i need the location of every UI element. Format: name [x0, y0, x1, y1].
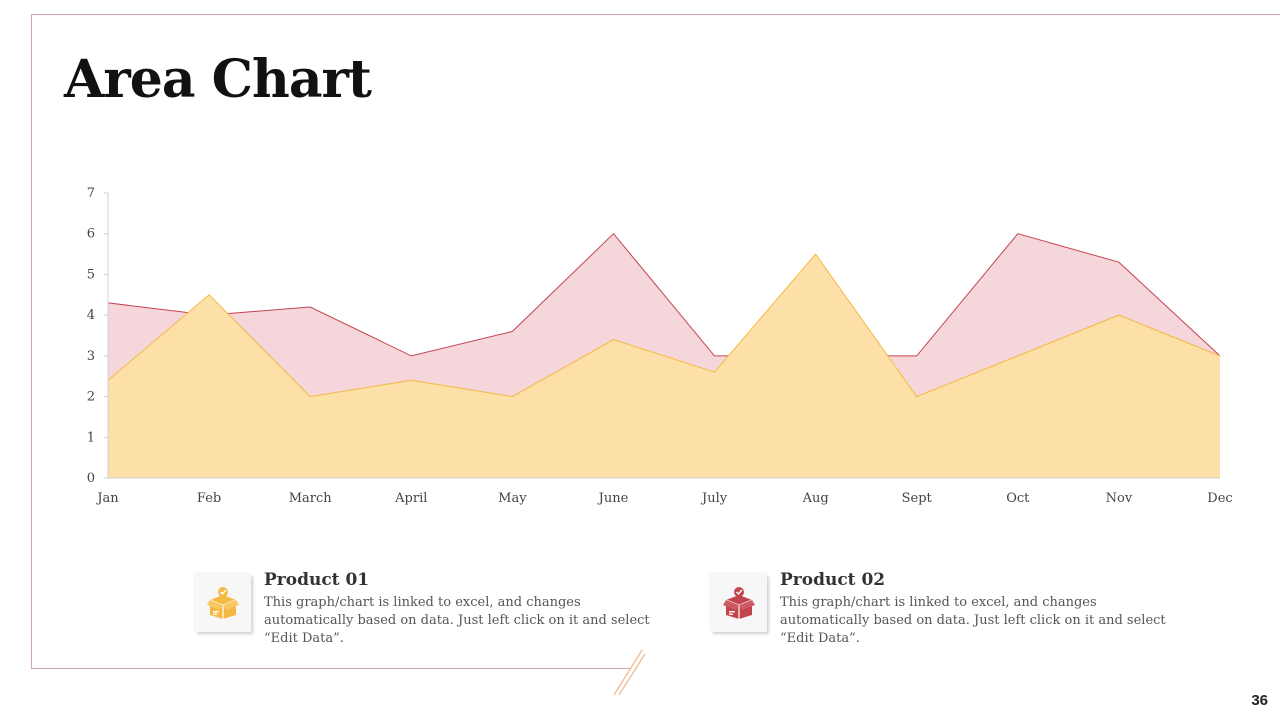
legend-icon-frame: [195, 574, 251, 632]
legend-product-01: Product 01 This graph/chart is linked to…: [195, 570, 675, 646]
x-tick-label: Aug: [802, 491, 829, 506]
page-number: 36: [1251, 692, 1268, 709]
x-tick-label: Dec: [1207, 491, 1232, 506]
title-decorative-lines: [368, 77, 790, 82]
x-tick-label: June: [597, 491, 629, 506]
y-tick-label: 7: [87, 186, 95, 201]
x-tick-label: July: [700, 491, 728, 506]
box-icon: [723, 587, 755, 619]
y-tick-label: 4: [87, 308, 95, 323]
legend-product-description: This graph/chart is linked to excel, and…: [780, 595, 1166, 646]
legend-product-name: Product 02: [780, 570, 886, 590]
box-icon: [207, 587, 239, 619]
x-tick-label: Feb: [197, 491, 221, 506]
x-tick-label: May: [498, 491, 527, 506]
chart-areas: [107, 232, 1221, 478]
page-title: Area Chart: [64, 49, 372, 110]
y-tick-label: 6: [87, 227, 95, 242]
x-tick-label: Nov: [1106, 491, 1133, 506]
x-tick-label: Oct: [1006, 491, 1030, 506]
frame-bottom-border: [31, 668, 631, 669]
chart-axes: [107, 193, 1220, 479]
series-area-2: [108, 254, 1220, 478]
area-chart: 0 1 2 3 4 5 6 7 Jan Feb March April May June July Aug S…: [87, 186, 1233, 506]
frame-top-border: [31, 14, 1280, 15]
frame-left-border: [31, 14, 32, 669]
legend-product-02: Product 02 This graph/chart is linked to…: [711, 570, 1191, 646]
x-tick-label: Sept: [902, 491, 933, 506]
y-tick-label: 0: [87, 471, 95, 486]
decorative-slash: [613, 649, 646, 696]
x-tick-label: April: [394, 491, 427, 506]
x-tick-label: Jan: [95, 491, 119, 506]
series-line-1: [107, 232, 1221, 357]
legend-icon-frame: [711, 574, 767, 632]
y-axis-tick-labels: 0 1 2 3 4 5 6 7: [87, 186, 108, 486]
x-axis-tick-labels: Jan Feb March April May June July Aug Sept Oct Nov…: [95, 491, 1232, 506]
series-line-2: [107, 253, 1221, 398]
y-tick-label: 1: [87, 430, 95, 445]
y-tick-label: 5: [87, 267, 95, 282]
x-tick-label: March: [289, 491, 333, 506]
legend-product-name: Product 01: [264, 570, 370, 590]
y-tick-label: 2: [87, 390, 95, 405]
legend-product-description: This graph/chart is linked to excel, and…: [264, 595, 650, 646]
y-tick-label: 3: [87, 349, 95, 364]
